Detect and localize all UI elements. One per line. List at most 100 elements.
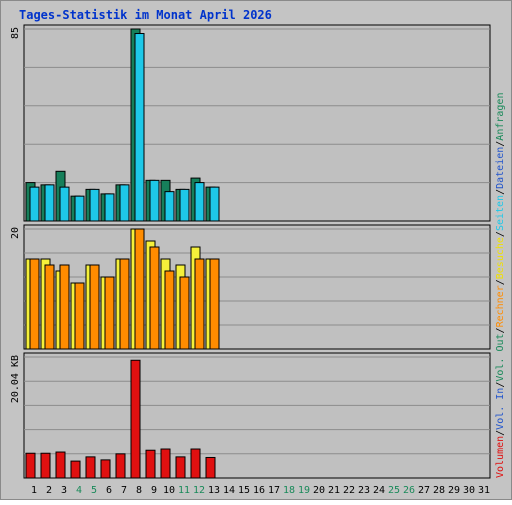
- day-label-11: 11: [178, 485, 190, 496]
- day-label-19: 19: [298, 485, 310, 496]
- bar-dateien-day-9: [149, 179, 160, 222]
- day-label-15: 15: [238, 485, 250, 496]
- day-label-26: 26: [403, 485, 415, 496]
- legend-item: Dateien: [495, 147, 506, 189]
- legend-item: Anfragen: [495, 93, 506, 141]
- day-label-20: 20: [313, 485, 325, 496]
- day-label-4: 4: [76, 485, 82, 496]
- day-label-30: 30: [463, 485, 475, 496]
- bar-dateien-day-4: [74, 195, 85, 222]
- bar-dateien-day-3: [59, 186, 70, 222]
- legend-item: /: [495, 231, 506, 237]
- legend-item: Volumen: [495, 436, 506, 478]
- bar-rechner-day-5: [89, 264, 100, 350]
- day-axis-labels: 1 2 3 4 5 6 7 8 9 10 11 12 13 14 15 16 17 18 19 20 21 22 23 24 2…: [31, 485, 490, 496]
- legend-item: /: [495, 279, 506, 285]
- bar-volumen-day-2: [40, 452, 51, 479]
- bar-rechner-day-9: [149, 246, 160, 350]
- bar-volumen-day-4: [70, 460, 81, 479]
- day-label-25: 25: [388, 485, 400, 496]
- bar-volumen-day-3: [55, 451, 66, 479]
- bar-dateien-day-10: [164, 191, 175, 222]
- bar-volumen-day-10: [160, 448, 171, 479]
- bar-dateien-day-1: [29, 186, 40, 222]
- day-label-7: 7: [121, 485, 127, 496]
- bar-volumen-day-9: [145, 449, 156, 479]
- day-label-21: 21: [328, 485, 340, 496]
- day-label-8: 8: [136, 485, 142, 496]
- day-label-27: 27: [418, 485, 430, 496]
- chart-panels: 85 20 20.04 KB: [10, 24, 491, 479]
- chart-legend: Volumen/Vol. In/Vol. Out/Rechner/Besuche…: [495, 93, 506, 478]
- plot-area: [23, 352, 491, 479]
- legend-item: Seiten: [495, 195, 506, 231]
- day-label-16: 16: [253, 485, 265, 496]
- chart-panel-3: 20.04 KB: [10, 352, 491, 479]
- bar-volumen-day-1: [25, 452, 36, 479]
- legend-item: /: [495, 430, 506, 436]
- bar-rechner-day-4: [74, 282, 85, 350]
- bar-volumen-day-7: [115, 453, 126, 479]
- bar-rechner-day-3: [59, 264, 70, 350]
- day-label-24: 24: [373, 485, 385, 496]
- day-label-18: 18: [283, 485, 295, 496]
- chart-panel-1: 85: [10, 24, 491, 222]
- y-max-label: 20.04 KB: [10, 355, 21, 403]
- bar-dateien-day-2: [44, 184, 55, 222]
- legend-text: Volumen/Vol. In/Vol. Out/Rechner/Besuche…: [495, 93, 506, 478]
- day-label-10: 10: [163, 485, 175, 496]
- day-label-23: 23: [358, 485, 370, 496]
- legend-item: /: [495, 382, 506, 388]
- y-max-label: 85: [10, 27, 21, 39]
- bar-rechner-day-7: [119, 258, 130, 350]
- day-label-5: 5: [91, 485, 97, 496]
- bar-volumen-day-5: [85, 456, 96, 479]
- bar-dateien-day-5: [89, 188, 100, 222]
- day-label-2: 2: [46, 485, 52, 496]
- bar-dateien-day-7: [119, 184, 130, 222]
- bar-dateien-day-8: [134, 33, 145, 222]
- bar-dateien-day-13: [209, 186, 220, 222]
- chart-title: Tages-Statistik im Monat April 2026: [19, 8, 272, 22]
- bar-rechner-day-10: [164, 270, 175, 350]
- day-label-1: 1: [31, 485, 37, 496]
- legend-item: /: [495, 327, 506, 333]
- day-label-14: 14: [223, 485, 235, 496]
- bar-volumen-day-13: [205, 456, 216, 479]
- bar-dateien-day-6: [104, 193, 115, 222]
- bar-volumen-day-11: [175, 456, 186, 479]
- legend-item: /: [495, 189, 506, 195]
- legend-item: Vol. In: [495, 388, 506, 430]
- bar-rechner-day-13: [209, 258, 220, 350]
- plot-area: [23, 24, 491, 222]
- bar-volumen-day-8: [130, 359, 141, 479]
- day-label-6: 6: [106, 485, 112, 496]
- day-label-3: 3: [61, 485, 67, 496]
- legend-item: Vol. Out: [495, 333, 506, 381]
- bar-rechner-day-2: [44, 264, 55, 350]
- day-label-9: 9: [151, 485, 157, 496]
- bar-rechner-day-6: [104, 276, 115, 350]
- chart-panel-2: 20: [10, 224, 491, 350]
- day-label-13: 13: [208, 485, 220, 496]
- day-label-29: 29: [448, 485, 460, 496]
- bar-volumen-day-12: [190, 448, 201, 479]
- bar-dateien-day-12: [194, 182, 205, 222]
- bar-dateien-day-11: [179, 188, 190, 222]
- bar-rechner-day-11: [179, 276, 190, 350]
- legend-item: Rechner: [495, 285, 506, 327]
- legend-item: /: [495, 141, 506, 147]
- day-label-22: 22: [343, 485, 355, 496]
- day-label-12: 12: [193, 485, 205, 496]
- bar-rechner-day-8: [134, 228, 145, 350]
- bar-rechner-day-12: [194, 258, 205, 350]
- legend-item: Besuche: [495, 237, 506, 279]
- bar-rechner-day-1: [29, 258, 40, 350]
- day-label-17: 17: [268, 485, 280, 496]
- y-max-label: 20: [10, 227, 21, 239]
- day-label-31: 31: [478, 485, 490, 496]
- day-label-28: 28: [433, 485, 445, 496]
- bar-volumen-day-6: [100, 459, 111, 479]
